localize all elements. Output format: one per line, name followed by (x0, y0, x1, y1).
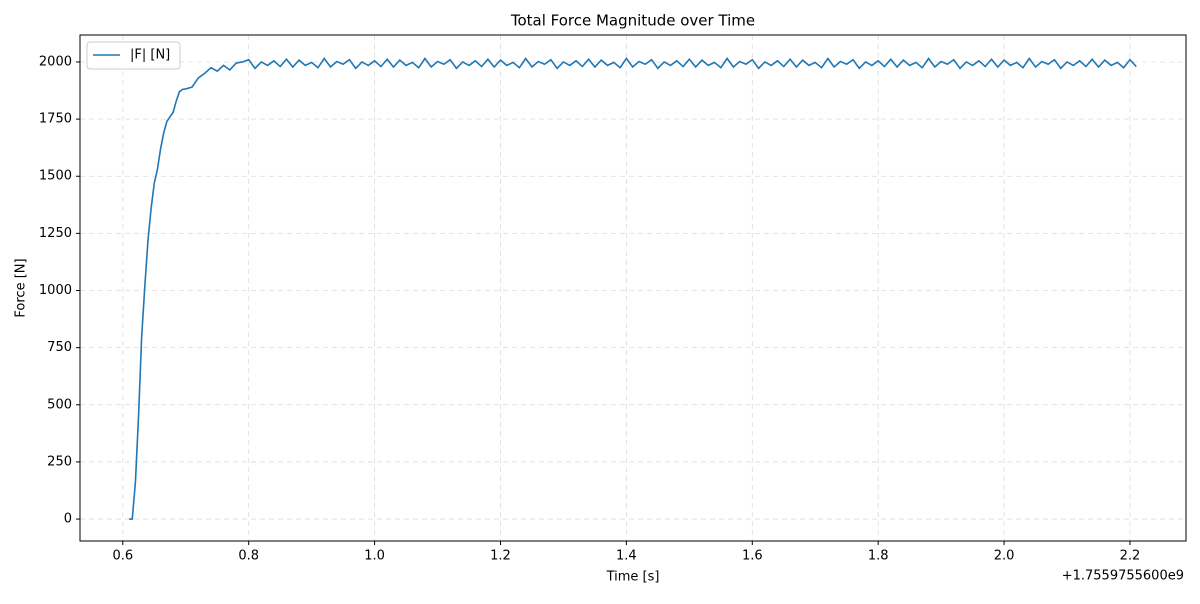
x-tick-label: 2.2 (1120, 549, 1141, 564)
legend-box (86, 41, 181, 70)
y-tick-label: 0 (64, 512, 72, 527)
x-tick-label: 1.2 (490, 549, 511, 564)
y-tick-label: 1000 (39, 283, 72, 298)
x-axis-label: Time [s] (606, 570, 660, 585)
x-tick-label: 0.8 (238, 549, 259, 564)
y-tick-label: 750 (47, 340, 72, 355)
data-line (129, 57, 1137, 520)
legend-label: |F| [N] (130, 48, 170, 63)
x-offset-label: +1.7559755600e9 (1062, 569, 1184, 584)
y-tick-label: 250 (47, 454, 72, 469)
y-axis-label: Force [N] (14, 258, 29, 317)
plot-frame (79, 34, 1187, 542)
x-tick-label: 1.0 (364, 549, 385, 564)
x-tick-label: 0.6 (112, 549, 133, 564)
y-tick-label: 1250 (39, 226, 72, 241)
y-tick-label: 2000 (39, 54, 72, 69)
y-tick-label: 1500 (39, 169, 72, 184)
y-tick-label: 1750 (39, 112, 72, 127)
chart-title: Total Force Magnitude over Time (510, 12, 755, 30)
x-tick-label: 1.6 (742, 549, 763, 564)
x-tick-label: 1.4 (616, 549, 637, 564)
x-tick-label: 1.8 (868, 549, 889, 564)
x-tick-label: 2.0 (994, 549, 1015, 564)
y-tick-label: 500 (47, 397, 72, 412)
